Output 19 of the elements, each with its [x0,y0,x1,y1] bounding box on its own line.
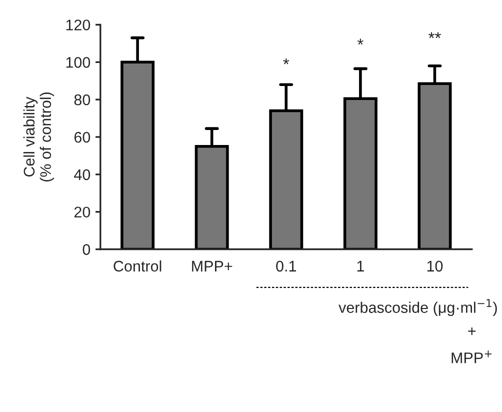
y-tick-label: 80 [74,94,90,106]
y-tick-label: 20 [74,206,90,218]
y-tick-label: 60 [74,132,90,143]
x-tick-label: 0.1 [276,260,296,272]
y-tick-label: 120 [66,20,90,30]
y-tick-label: 0 [82,244,90,255]
text: + [468,327,476,335]
x-axis-title: verbascoside (μg·ml$^{−1}$) [338,299,497,316]
annotation: ** [428,32,441,38]
y-tick-label: 100 [66,57,90,68]
x-tick-label: MPP+ [192,260,232,272]
text: MPP$^{+}$ [452,350,492,364]
x-tick-label: 10 [427,260,443,272]
y-tick-label: 40 [74,169,90,180]
annotation: * [283,58,290,64]
y-axis-title: Cell viability (% of control) [23,92,54,182]
x-tick-label: Control [114,260,162,272]
annotation: * [357,38,364,45]
x-tick-label: 1 [357,260,364,272]
